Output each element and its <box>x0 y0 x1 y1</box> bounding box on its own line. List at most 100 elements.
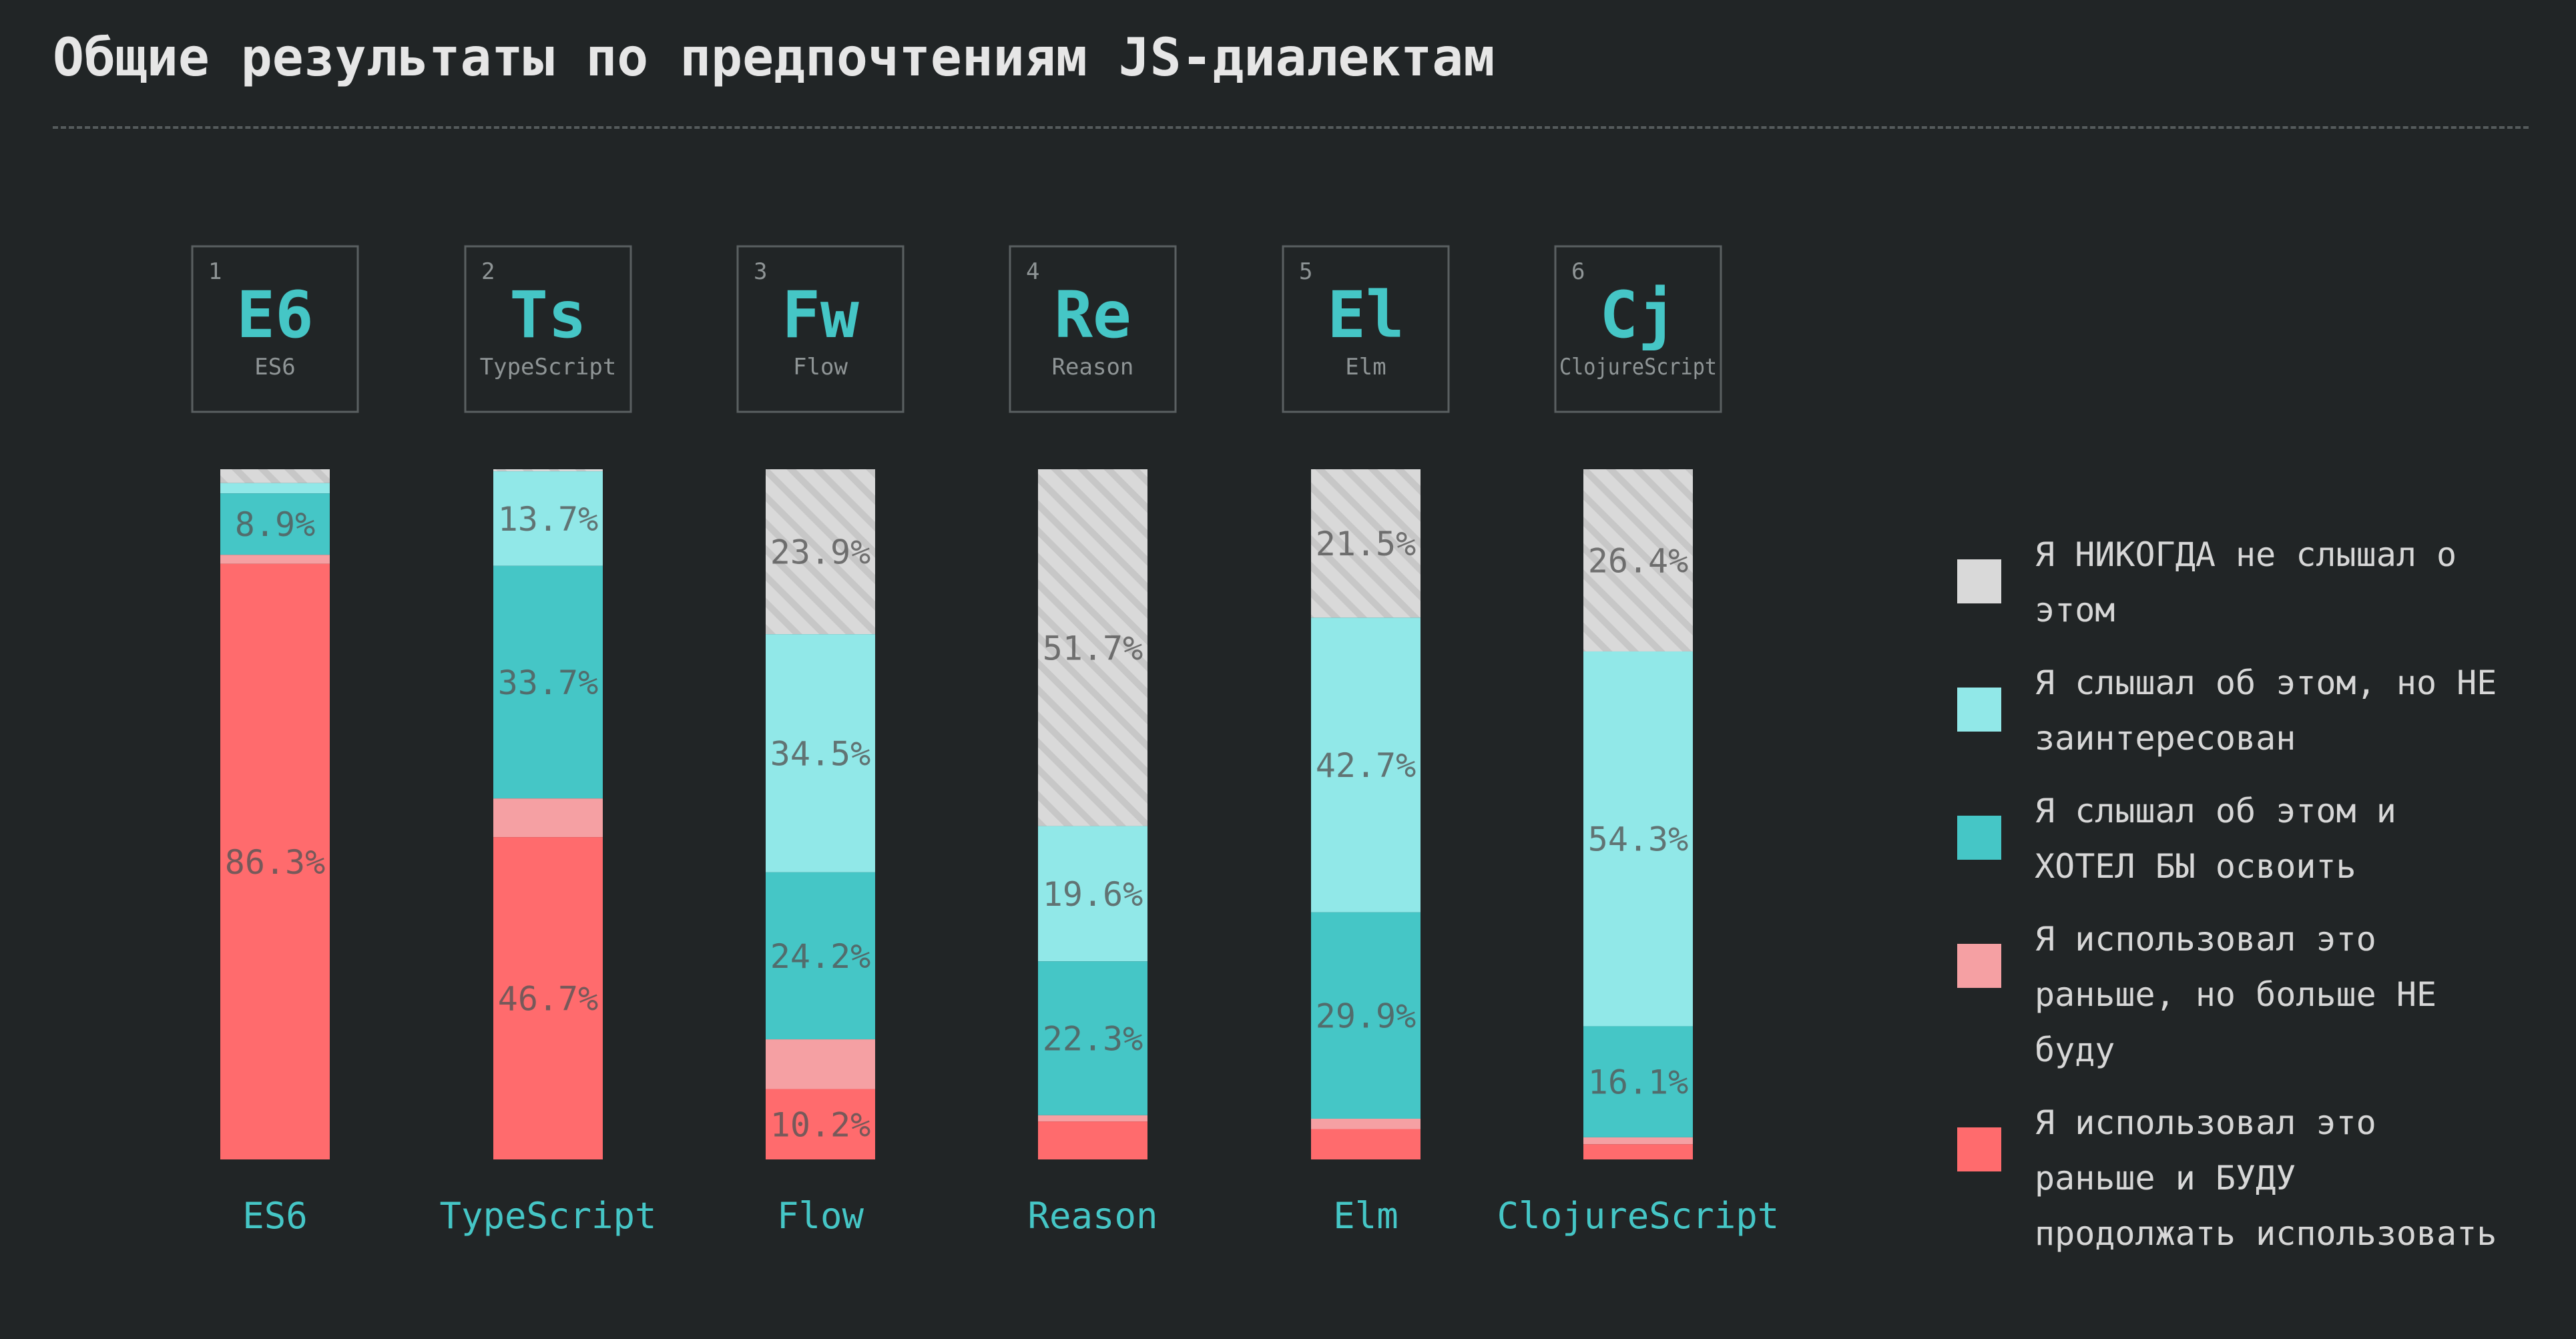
bar-segment-flow-used_wont_again <box>766 1039 875 1089</box>
tile-symbol: E6 <box>236 278 314 352</box>
data-label-elm-never_heard: 21.5% <box>1316 525 1416 563</box>
bar-segment-es6-want_to_learn <box>220 493 330 555</box>
tile-name: Reason <box>1052 354 1134 380</box>
data-label-elm-want_to_learn: 29.9% <box>1316 997 1416 1035</box>
data-label-clojurescript-heard_not_interested: 54.3% <box>1588 820 1689 859</box>
legend-swatch <box>1957 559 2001 603</box>
data-label-reason-want_to_learn: 22.3% <box>1043 1020 1143 1059</box>
legend-label: Я слышал об этом, но НЕ заинтересован <box>2035 663 2497 758</box>
category-label-clojurescript: ClojureScript <box>1497 1195 1780 1237</box>
bar-segment-clojurescript-used_wont_again <box>1583 1137 1693 1145</box>
legend-label: Я использовал это раньше и БУДУ продолжа… <box>2035 1103 2497 1253</box>
bar-segment-reason-want_to_learn <box>1038 961 1147 1115</box>
bar-segment-elm-heard_not_interested <box>1311 617 1421 912</box>
tile-frame <box>464 245 632 413</box>
bar-segment-typescript-used_wont_again <box>493 798 603 838</box>
bar-segment-clojurescript-want_to_learn <box>1583 1026 1693 1137</box>
legend-swatch <box>1957 944 2001 988</box>
data-label-typescript-heard_not_interested: 13.7% <box>498 500 599 539</box>
labels-layer: 8.9% 86.3% ES6 13.7% 33.7% 46.7% TypeScript 23.… <box>225 500 1780 1237</box>
tile-symbol: Cj <box>1599 278 1677 352</box>
tile-symbol: Re <box>1054 278 1131 352</box>
tile-name: Flow <box>793 354 848 380</box>
tile-name: ClojureScript <box>1559 354 1717 380</box>
data-label-clojurescript-want_to_learn: 16.1% <box>1588 1063 1689 1102</box>
tile-frame <box>736 245 905 413</box>
bar-segment-typescript-heard_not_interested <box>493 471 603 566</box>
bar-segment-elm-used_will_again <box>1311 1129 1421 1159</box>
tile-frame <box>1009 245 1177 413</box>
bar-segment-typescript-want_to_learn <box>493 565 603 799</box>
data-label-es6-want_to_learn: 8.9% <box>235 505 315 544</box>
data-label-flow-heard_not_interested: 34.5% <box>770 734 871 773</box>
tile-number: 4 <box>1026 258 1039 285</box>
tile-number: 1 <box>208 258 222 285</box>
bar-segment-clojurescript-used_will_again <box>1583 1144 1693 1159</box>
legend: Я НИКОГДА не слышал о этом Я слышал об эт… <box>1957 527 2558 1279</box>
category-label-elm: Elm <box>1333 1195 1398 1237</box>
bar-segment-flow-never_heard <box>766 469 875 635</box>
data-label-reason-never_heard: 51.7% <box>1043 629 1143 667</box>
category-label-reason: Reason <box>1027 1195 1157 1237</box>
legend-item-used-wont-again: Я использовал это раньше, но больше НЕ б… <box>1957 912 2558 1078</box>
tile-number: 2 <box>481 258 495 285</box>
bar-segment-reason-heard_not_interested <box>1038 826 1147 962</box>
tile-symbol: Fw <box>782 278 859 352</box>
bar-segment-elm-never_heard <box>1311 469 1421 618</box>
bar-segment-typescript-never_heard <box>493 469 603 472</box>
bar-segment-reason-never_heard <box>1038 469 1147 826</box>
data-label-reason-heard_not_interested: 19.6% <box>1043 875 1143 914</box>
data-label-flow-used_will_again: 10.2% <box>770 1105 871 1144</box>
bar-segment-flow-heard_not_interested <box>766 634 875 872</box>
legend-item-heard-not-interested: Я слышал об этом, но НЕ заинтересован <box>1957 655 2558 766</box>
legend-swatch <box>1957 1127 2001 1171</box>
bar-segment-typescript-used_will_again <box>493 837 603 1159</box>
tile-frame <box>191 245 359 413</box>
data-label-typescript-used_will_again: 46.7% <box>498 980 599 1019</box>
category-label-flow: Flow <box>777 1195 864 1237</box>
bars-layer <box>220 469 1693 1159</box>
data-label-flow-never_heard: 23.9% <box>770 533 871 572</box>
bar-segment-es6-used_wont_again <box>220 555 330 564</box>
legend-item-want-to-learn: Я слышал об этом и ХОТЕЛ БЫ освоить <box>1957 784 2558 894</box>
data-label-es6-used_will_again: 86.3% <box>225 843 326 882</box>
bar-segment-elm-used_wont_again <box>1311 1118 1421 1129</box>
tile-symbol: El <box>1327 278 1404 352</box>
bar-segment-es6-never_heard <box>220 469 330 483</box>
legend-swatch <box>1957 816 2001 860</box>
legend-label: Я НИКОГДА не слышал о этом <box>2035 535 2457 629</box>
category-label-typescript: TypeScript <box>439 1195 656 1237</box>
bar-segment-reason-used_will_again <box>1038 1121 1147 1159</box>
tile-number: 6 <box>1571 258 1585 285</box>
tile-number: 3 <box>754 258 767 285</box>
legend-item-used-will-again: Я использовал это раньше и БУДУ продолжа… <box>1957 1095 2558 1262</box>
category-label-es6: ES6 <box>242 1195 308 1237</box>
tile-symbol: Ts <box>509 278 587 352</box>
tile-name: ES6 <box>254 354 295 380</box>
legend-swatch <box>1957 688 2001 732</box>
tile-frame <box>1554 245 1722 413</box>
data-label-typescript-want_to_learn: 33.7% <box>498 663 599 702</box>
tile-frame <box>1282 245 1450 413</box>
legend-item-never-heard: Я НИКОГДА не слышал о этом <box>1957 527 2558 638</box>
bar-segment-reason-used_wont_again <box>1038 1115 1147 1122</box>
bar-segment-clojurescript-never_heard <box>1583 469 1693 651</box>
tile-name: Elm <box>1345 354 1386 380</box>
bar-segment-flow-want_to_learn <box>766 872 875 1040</box>
bar-segment-clojurescript-heard_not_interested <box>1583 651 1693 1027</box>
bar-segment-es6-heard_not_interested <box>220 483 330 494</box>
bar-segment-es6-used_will_again <box>220 563 330 1159</box>
tile-number: 5 <box>1299 258 1312 285</box>
data-label-elm-heard_not_interested: 42.7% <box>1316 746 1416 785</box>
bar-segment-flow-used_will_again <box>766 1089 875 1159</box>
legend-label: Я слышал об этом и ХОТЕЛ БЫ освоить <box>2035 792 2396 886</box>
legend-label: Я использовал это раньше, но больше НЕ б… <box>2035 920 2437 1069</box>
tile-name: TypeScript <box>480 354 617 380</box>
title-divider <box>53 126 2529 129</box>
